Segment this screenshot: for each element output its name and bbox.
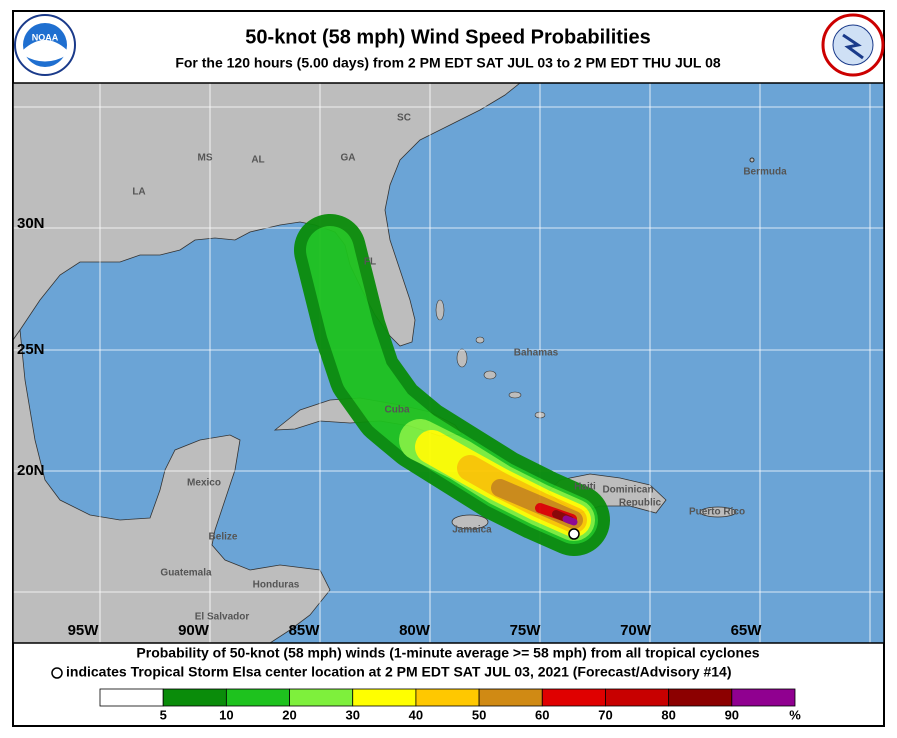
lon-label: 80W <box>399 622 431 639</box>
place-label: MS <box>198 153 213 164</box>
probability-swath <box>294 214 610 556</box>
place-label: Bermuda <box>743 167 787 178</box>
place-label: Belize <box>209 532 238 543</box>
legend-label: 90 <box>725 707 739 722</box>
lon-label: 90W <box>178 622 210 639</box>
map-border <box>12 82 885 644</box>
legend-label: 20 <box>282 707 296 722</box>
legend-swatch <box>541 688 606 707</box>
noaa-text: NOAA <box>32 32 59 42</box>
lon-label: 85W <box>289 622 321 639</box>
noaa-logo: NOAA <box>14 14 76 76</box>
footer-line2: indicates Tropical Storm Elsa center loc… <box>66 664 732 680</box>
place-label: Puerto Rico <box>689 507 745 518</box>
lat-label: 25N <box>17 341 45 358</box>
legend-swatch <box>731 688 796 707</box>
lon-label: 95W <box>68 622 100 639</box>
place-label: Haiti <box>574 482 596 493</box>
title: 50-knot (58 mph) Wind Speed Probabilitie… <box>245 26 650 48</box>
place-label: Mexico <box>187 478 221 489</box>
lon-label: 75W <box>510 622 542 639</box>
place-label: LA <box>132 187 145 198</box>
legend-swatch <box>289 688 354 707</box>
legend-swatch <box>352 688 417 707</box>
map: MS AL GA SC LA FL Bahamas Cuba Haiti Dominican Rep… <box>13 83 884 643</box>
place-label: Republic <box>619 498 662 509</box>
legend-swatch <box>478 688 543 707</box>
legend-label: 80 <box>661 707 675 722</box>
place-label: El Salvador <box>195 612 250 623</box>
place-label: FL <box>364 257 376 268</box>
legend-label: 50 <box>472 707 486 722</box>
legend-label: 10 <box>219 707 233 722</box>
place-label: AL <box>251 155 264 166</box>
jamaica <box>451 514 489 530</box>
legend-label: 70 <box>598 707 612 722</box>
place-label: SC <box>397 113 411 124</box>
lon-label: 70W <box>620 622 652 639</box>
place-label: GA <box>341 153 356 164</box>
legend-label: 30 <box>345 707 359 722</box>
legend-swatch <box>162 688 227 707</box>
place-label: Jamaica <box>452 525 492 536</box>
puerto-rico <box>699 506 737 518</box>
place-label: Guatemala <box>160 568 212 579</box>
legend-swatch <box>605 688 670 707</box>
place-label: Honduras <box>253 580 300 591</box>
legend-label: 5 <box>160 707 167 722</box>
footer-line1: Probability of 50-knot (58 mph) winds (1… <box>136 645 759 661</box>
mexico-central-america <box>13 328 331 643</box>
legend-label: % <box>789 707 801 722</box>
legend-swatch <box>99 688 164 707</box>
place-label: Dominican <box>602 485 653 496</box>
place-label: Cuba <box>385 405 410 416</box>
lat-label: 30N <box>17 215 45 232</box>
legend-label: 60 <box>535 707 549 722</box>
storm-center <box>568 528 580 540</box>
center-symbol <box>51 667 63 679</box>
legend-label: 40 <box>409 707 423 722</box>
lon-label: 65W <box>731 622 763 639</box>
place-label: Bahamas <box>514 348 559 359</box>
lat-label: 20N <box>17 462 45 479</box>
subtitle: For the 120 hours (5.00 days) from 2 PM … <box>175 55 721 71</box>
nws-logo <box>821 13 885 77</box>
legend-swatch <box>225 688 290 707</box>
legend-swatch <box>415 688 480 707</box>
bermuda <box>749 157 755 163</box>
legend-swatch <box>668 688 733 707</box>
